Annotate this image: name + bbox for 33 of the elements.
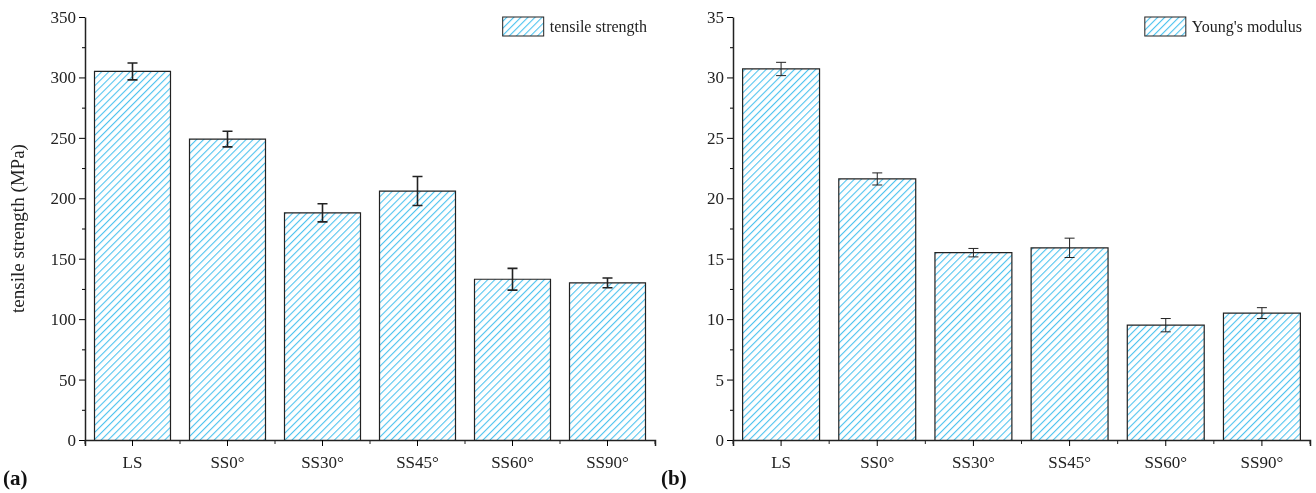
y-tick-label: 0 <box>715 430 724 450</box>
x-tick-label: SS0° <box>860 452 895 472</box>
x-tick-label: SS45° <box>396 452 439 472</box>
y-tick-label: 50 <box>59 370 76 390</box>
legend-label: Young's modulus <box>1191 18 1302 36</box>
y-tick-label: 25 <box>707 128 724 148</box>
x-tick-label: SS60° <box>1144 452 1188 472</box>
y-tick-label: 10 <box>707 310 724 330</box>
y-tick-label: 5 <box>715 370 724 390</box>
y-tick-label: 30 <box>707 68 724 88</box>
x-tick-label: LS <box>771 452 792 472</box>
x-tick-label: LS <box>122 452 143 472</box>
x-tick-label: SS30° <box>301 452 344 472</box>
x-tick-label: SS60° <box>491 452 534 472</box>
y-tick-label: 200 <box>50 189 76 209</box>
x-tick-label: SS90° <box>1240 452 1284 472</box>
y-tick-label: 35 <box>707 7 724 27</box>
text: (a) <box>3 466 28 490</box>
legend-label: tensile strength <box>549 18 647 36</box>
y-tick-label: 15 <box>707 249 724 269</box>
y-tick-label: 20 <box>707 189 724 209</box>
y-tick-label: 350 <box>50 7 76 27</box>
y-tick-label: 300 <box>50 68 76 88</box>
y-tick-label: 0 <box>67 430 76 450</box>
x-tick-label: SS45° <box>1048 452 1091 472</box>
y-axis-title: tensile strength (MPa) <box>7 144 29 313</box>
y-tick-label: 150 <box>50 249 76 269</box>
y-tick-label: 250 <box>50 128 76 148</box>
text: (b) <box>661 466 687 490</box>
x-tick-label: SS90° <box>586 452 629 472</box>
x-tick-label: SS30° <box>952 452 995 472</box>
y-tick-label: 100 <box>50 310 76 330</box>
x-tick-label: SS0° <box>210 452 245 472</box>
